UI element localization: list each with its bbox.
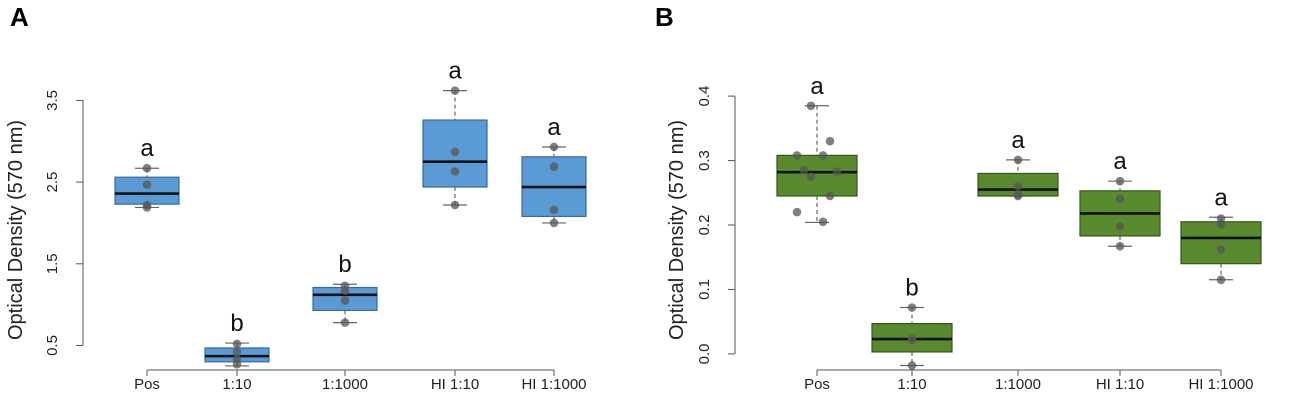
x-tick-label: 1:1000 (995, 376, 1041, 393)
data-point (1013, 182, 1023, 191)
data-point (792, 151, 802, 160)
x-tick-label: 1:10 (222, 376, 251, 393)
panel-b-label: B (655, 2, 674, 32)
significance-letter: a (448, 58, 462, 85)
data-point (832, 167, 842, 176)
data-point (818, 151, 828, 160)
significance-letter: a (810, 73, 824, 100)
data-point (825, 136, 835, 146)
box-hi-1-10: a (1079, 148, 1161, 251)
data-point (549, 162, 559, 171)
panel-a: 0.5 1.5 2.5 3.5 Optical Density (570 nm) Pos 1… (5, 58, 587, 393)
data-point (549, 205, 559, 215)
data-point (340, 318, 350, 327)
box-pos: a (114, 135, 180, 212)
data-point (1013, 155, 1023, 165)
x-tick-label: Pos (134, 376, 160, 393)
data-point (799, 165, 809, 175)
y-tick-label: 0.3 (696, 150, 713, 171)
data-point (549, 218, 559, 228)
panel-b: 0.0 0.1 0.2 0.3 0.4 Optical Density (570 nm) P… (666, 73, 1262, 393)
significance-letter: b (338, 251, 351, 278)
data-point (549, 142, 559, 152)
box-1-1000: b (312, 251, 378, 327)
y-axis-title: Optical Density (570 nm) (666, 120, 688, 340)
data-point (142, 163, 152, 173)
data-point (907, 335, 917, 345)
x-tick-label: HI 1:10 (1096, 376, 1144, 393)
data-point (1115, 241, 1125, 251)
box-rect (1180, 221, 1262, 265)
y-tick-label: 0.4 (696, 86, 713, 107)
data-point (340, 286, 350, 296)
data-point (1115, 176, 1125, 186)
y-tick-label: 0.0 (696, 343, 713, 364)
data-point (825, 191, 835, 201)
data-point (450, 167, 460, 176)
x-tick-label: HI 1:10 (431, 376, 479, 393)
data-point (806, 172, 816, 181)
box-hi-1-10: a (422, 58, 488, 210)
x-tick-label: HI 1:1000 (1188, 376, 1253, 393)
y-tick-label: 3.5 (44, 90, 61, 111)
data-point (792, 207, 802, 217)
significance-letter: b (905, 274, 918, 301)
data-point (232, 339, 242, 349)
data-point (450, 200, 460, 210)
data-point (1013, 191, 1023, 201)
x-tick-label: 1:10 (897, 376, 926, 393)
y-tick-label: 0.5 (44, 335, 61, 356)
data-point (806, 101, 816, 111)
y-tick-label: 2.5 (44, 172, 61, 193)
data-point (1216, 220, 1226, 229)
data-point (450, 147, 460, 157)
data-point (818, 217, 828, 227)
data-point (232, 359, 242, 369)
data-point (232, 347, 242, 357)
significance-letter: a (1011, 127, 1025, 154)
box-hi-1-1000: a (521, 114, 587, 228)
significance-letter: a (1113, 148, 1127, 175)
significance-letter: a (547, 114, 561, 141)
significance-letter: a (140, 135, 154, 162)
y-tick-label: 0.1 (696, 279, 713, 300)
data-point (1216, 245, 1226, 254)
data-point (1216, 275, 1226, 285)
box-1-10: b (871, 274, 953, 370)
data-point (1115, 221, 1125, 231)
box-1-10: b (204, 310, 270, 369)
box-pos: a (776, 73, 858, 227)
significance-letter: a (1214, 184, 1228, 211)
data-point (1115, 194, 1125, 204)
box-rect (776, 154, 858, 197)
panel-a-label: A (10, 2, 29, 32)
significance-letter: b (230, 310, 243, 337)
data-point (907, 303, 917, 312)
data-point (142, 203, 152, 212)
data-point (142, 180, 152, 189)
x-tick-label: 1:1000 (322, 376, 368, 393)
data-point (340, 296, 350, 305)
x-tick-label: HI 1:1000 (521, 376, 586, 393)
y-axis-title: Optical Density (570 nm) (5, 120, 27, 340)
box-rect (114, 176, 180, 205)
y-tick-label: 0.2 (696, 215, 713, 236)
data-point (450, 86, 460, 95)
box-1-1000: a (977, 127, 1059, 201)
x-tick-label: Pos (804, 376, 830, 393)
data-point (907, 361, 917, 370)
box-hi-1-1000: a (1180, 184, 1262, 285)
y-tick-label: 1.5 (44, 253, 61, 274)
